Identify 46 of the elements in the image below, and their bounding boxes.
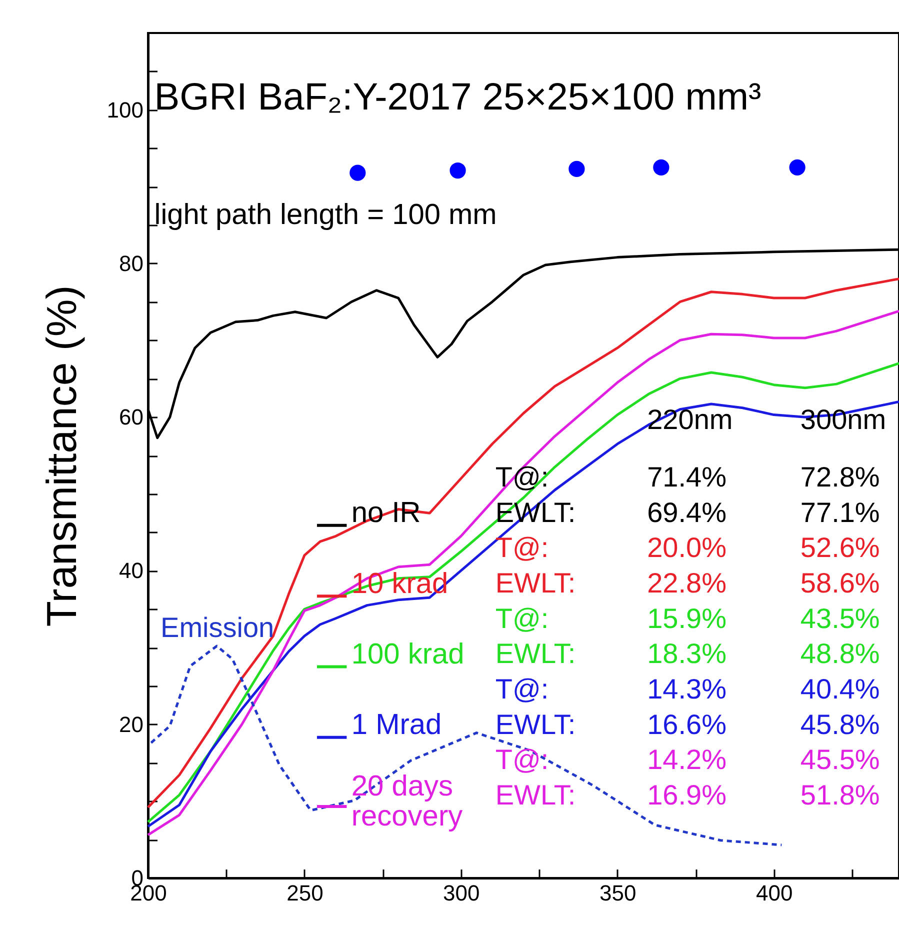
annotation: 43.5% [800, 602, 880, 634]
annotation: 58.6% [800, 568, 880, 599]
annotation: T@: [495, 674, 549, 705]
annotation: EWLT: [495, 638, 576, 670]
annotation: T@: [495, 744, 549, 776]
annotation: 52.6% [800, 532, 880, 564]
annotation: T@: [495, 602, 549, 634]
annotation: 45.5% [800, 744, 880, 776]
x-tick-label: 350 [600, 880, 636, 906]
legend-label: 100 krad [351, 638, 464, 670]
annotation: 72.8% [800, 462, 880, 493]
annotation: light path length = 100 mm [154, 199, 497, 232]
text: BGRI BaF₂:Y-2017 25×25×100 mm³ [154, 76, 762, 118]
y-tick-label: 40 [119, 558, 144, 584]
annotation: 77.1% [800, 496, 880, 528]
annotation: 71.4% [647, 462, 727, 493]
annotation: 16.6% [647, 708, 727, 740]
y-tick-label: 20 [119, 712, 144, 737]
y-axis-title: Transmittance (%) [38, 285, 85, 627]
annotation: 14.2% [647, 744, 727, 776]
legend-label: 20 days recovery [351, 770, 464, 833]
annotation: 300nm [800, 404, 886, 435]
y-tick-label: 60 [119, 404, 144, 430]
annotation: 40.4% [800, 674, 880, 705]
annotation: 14.3% [647, 674, 727, 705]
annotation: 69.4% [647, 496, 727, 528]
y-tick-label: 80 [119, 250, 144, 276]
annotation: EWLT: [495, 780, 576, 811]
annotation: 15.9% [647, 602, 727, 634]
annotation: 18.3% [647, 638, 727, 670]
x-tick-label: 300 [443, 880, 480, 906]
annotation: 48.8% [800, 638, 880, 670]
x-tick-label: 400 [756, 880, 793, 906]
line-series [150, 644, 783, 846]
annotation: 22.8% [647, 568, 727, 599]
annotation: 51.8% [800, 780, 880, 811]
annotation: EWLT: [495, 708, 576, 740]
annotation: 45.8% [800, 708, 880, 740]
x-tick-label: 250 [286, 880, 324, 906]
annotation: 16.9% [647, 780, 727, 811]
series-label: Emission [160, 612, 274, 644]
annotation: EWLT: [495, 568, 576, 599]
annotation: 20.0% [647, 532, 727, 564]
annotation: T@: [495, 532, 549, 564]
y-tick-label: 100 [106, 97, 144, 122]
legend-label: 1 Mrad [351, 709, 442, 742]
